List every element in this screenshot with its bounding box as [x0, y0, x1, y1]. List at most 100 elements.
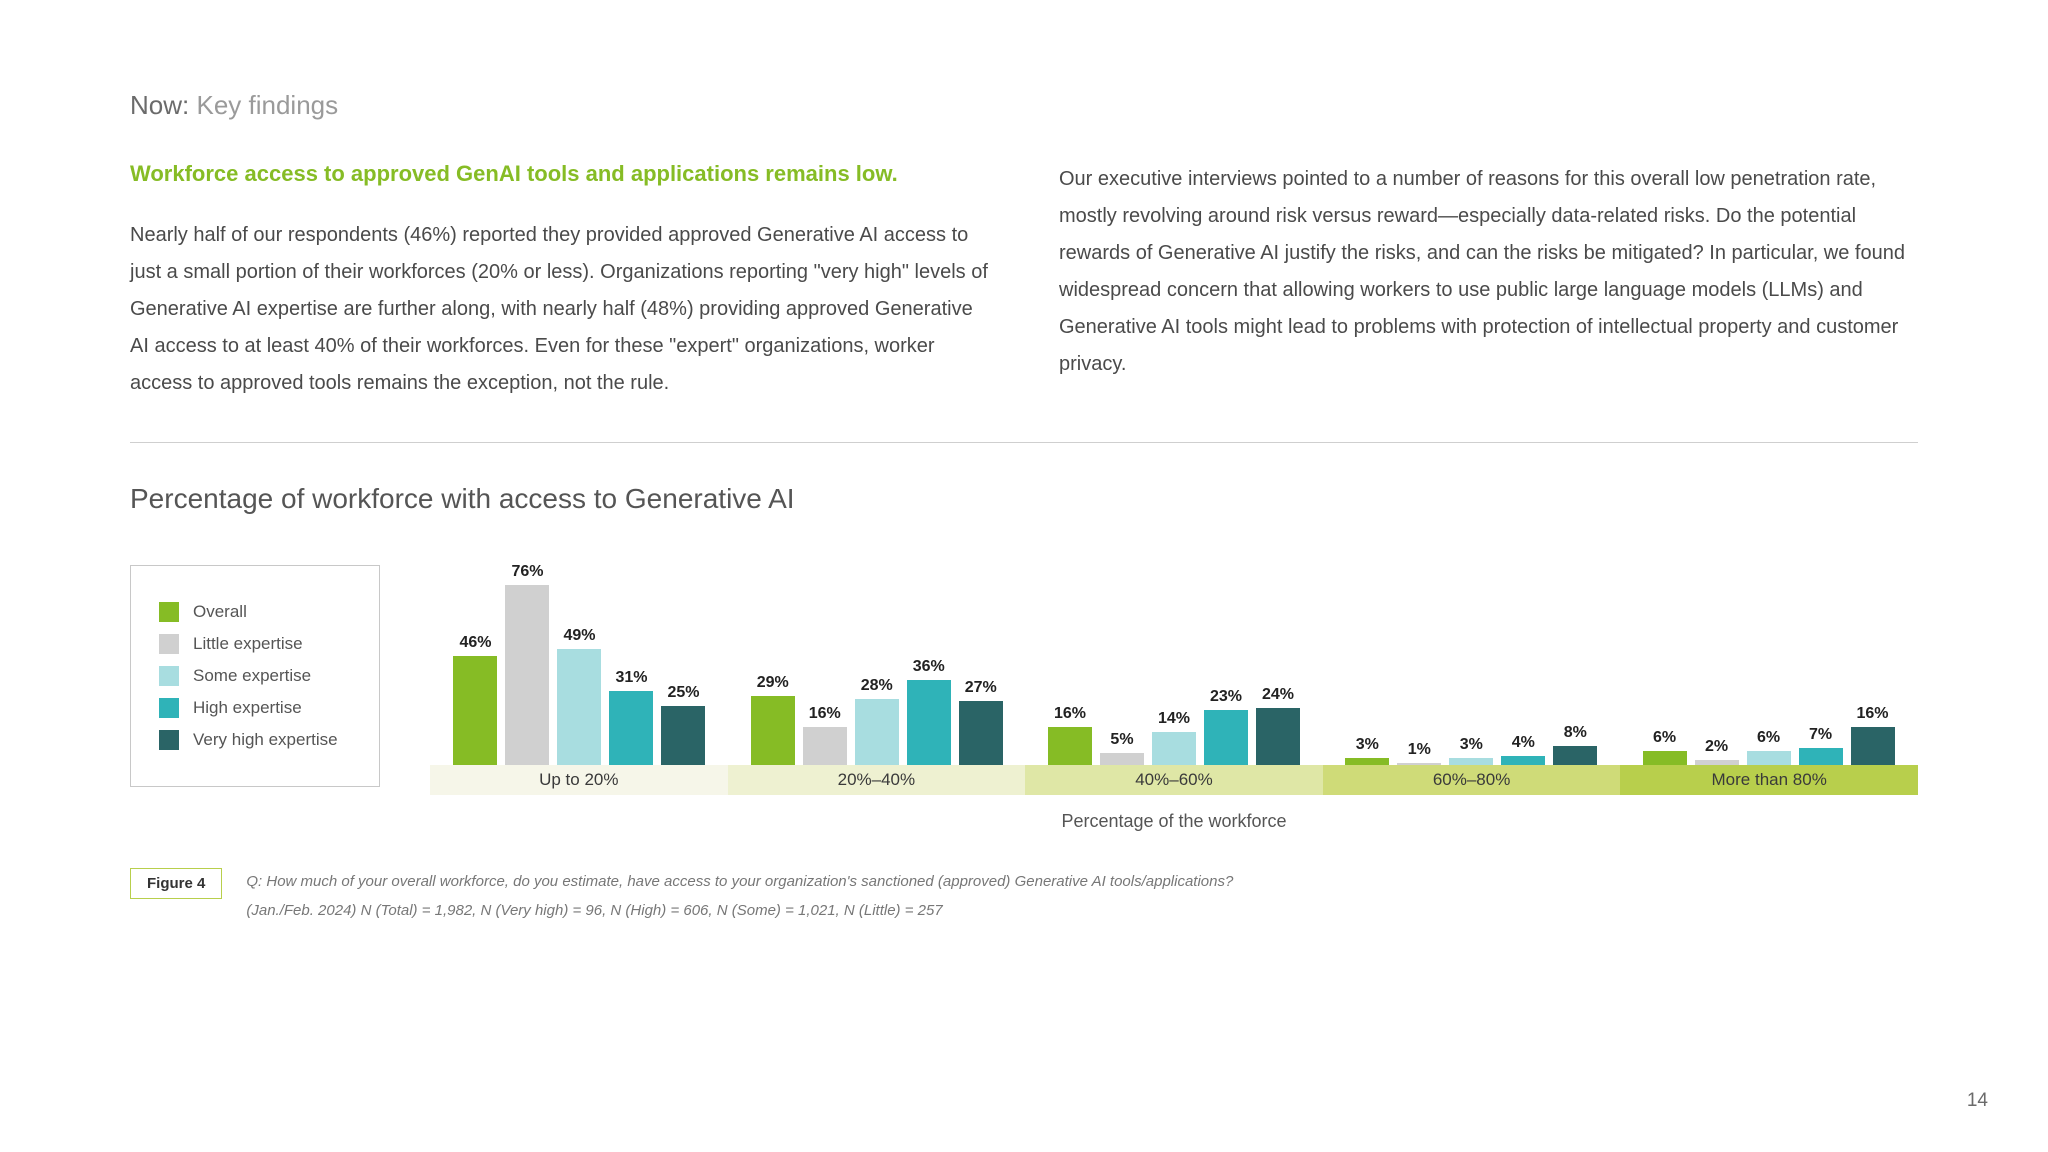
bar-column: 16%: [1851, 705, 1895, 765]
bar-column: 14%: [1152, 710, 1196, 765]
bar: [803, 727, 847, 765]
bar-column: 16%: [803, 705, 847, 765]
bar-value-label: 3%: [1460, 736, 1483, 754]
headline: Workforce access to approved GenAI tools…: [130, 161, 989, 187]
bar-value-label: 16%: [1054, 705, 1086, 723]
bar-value-label: 7%: [1809, 726, 1832, 744]
bar-value-label: 31%: [615, 669, 647, 687]
bar-value-label: 49%: [563, 627, 595, 645]
figure-badge: Figure 4: [130, 868, 222, 899]
bar-column: 28%: [855, 677, 899, 766]
bar-value-label: 4%: [1512, 734, 1535, 752]
bar-value-label: 46%: [459, 634, 491, 652]
bar-group: 46% 76% 49% 31% 25%: [440, 563, 719, 766]
bar-value-label: 5%: [1110, 731, 1133, 749]
legend-swatch: [159, 602, 179, 622]
bar-column: 23%: [1204, 688, 1248, 765]
legend-label: Some expertise: [193, 666, 311, 686]
bar-column: 6%: [1643, 729, 1687, 765]
bar-column: 2%: [1695, 738, 1739, 765]
bar: [1553, 746, 1597, 765]
divider: [130, 442, 1918, 443]
bar: [1152, 732, 1196, 765]
bar-column: 76%: [505, 563, 549, 766]
x-axis-strip: Up to 20%20%–40%40%–60%60%–80%More than …: [430, 765, 1918, 795]
bar: [1643, 751, 1687, 765]
bar-column: 16%: [1048, 705, 1092, 765]
bar: [1851, 727, 1895, 765]
bar-column: 7%: [1799, 726, 1843, 765]
x-axis-category: More than 80%: [1620, 765, 1918, 795]
bar-group: 16% 5% 14% 23% 24%: [1035, 686, 1314, 765]
x-axis-category: Up to 20%: [430, 765, 728, 795]
bar-column: 27%: [959, 679, 1003, 765]
legend-item: High expertise: [159, 698, 351, 718]
bar-value-label: 8%: [1564, 724, 1587, 742]
bar: [855, 699, 899, 766]
bar-value-label: 29%: [757, 674, 789, 692]
bar-chart: 46% 76% 49% 31% 25% 29% 16% 28% 36% 27% 16% 5% 14% 23…: [430, 555, 1918, 832]
bar-value-label: 27%: [965, 679, 997, 697]
bar: [1204, 710, 1248, 765]
legend-item: Some expertise: [159, 666, 351, 686]
bar-value-label: 24%: [1262, 686, 1294, 704]
breadcrumb-rest: Key findings: [189, 90, 338, 120]
bar: [453, 656, 497, 765]
legend-label: Little expertise: [193, 634, 303, 654]
x-axis-category: 60%–80%: [1323, 765, 1621, 795]
left-body-text: Nearly half of our respondents (46%) rep…: [130, 217, 989, 402]
bar-column: 3%: [1449, 736, 1493, 765]
bar-value-label: 23%: [1210, 688, 1242, 706]
legend-item: Overall: [159, 602, 351, 622]
bar-value-label: 3%: [1356, 736, 1379, 754]
right-body-text: Our executive interviews pointed to a nu…: [1059, 161, 1918, 383]
x-axis-category: 40%–60%: [1025, 765, 1323, 795]
x-axis-title: Percentage of the workforce: [430, 811, 1918, 832]
bar: [1256, 708, 1300, 765]
bar-value-label: 6%: [1653, 729, 1676, 747]
bar-column: 25%: [661, 684, 705, 765]
bar: [1345, 758, 1389, 765]
bar-value-label: 25%: [667, 684, 699, 702]
bar-column: 1%: [1397, 741, 1441, 765]
bar: [907, 680, 951, 766]
bar: [557, 649, 601, 765]
bar: [1799, 748, 1843, 765]
bar-value-label: 2%: [1705, 738, 1728, 756]
bar-column: 46%: [453, 634, 497, 765]
bar-group: 6% 2% 6% 7% 16%: [1629, 705, 1908, 765]
bar: [959, 701, 1003, 765]
bar-column: 29%: [751, 674, 795, 765]
bar-group: 29% 16% 28% 36% 27%: [737, 658, 1016, 766]
legend-label: Overall: [193, 602, 247, 622]
bar-value-label: 1%: [1408, 741, 1431, 759]
legend-item: Very high expertise: [159, 730, 351, 750]
bar-value-label: 16%: [809, 705, 841, 723]
bar-value-label: 6%: [1757, 729, 1780, 747]
legend-swatch: [159, 730, 179, 750]
footnote: Q: How much of your overall workforce, d…: [246, 868, 1233, 925]
footnote-question: Q: How much of your overall workforce, d…: [246, 868, 1233, 897]
bar: [1747, 751, 1791, 765]
bar: [505, 585, 549, 766]
bar: [661, 706, 705, 765]
bar-column: 6%: [1747, 729, 1791, 765]
bar: [1501, 756, 1545, 766]
chart-title: Percentage of workforce with access to G…: [130, 483, 1918, 515]
x-axis-category: 20%–40%: [728, 765, 1026, 795]
bar-value-label: 36%: [913, 658, 945, 676]
chart-legend: Overall Little expertise Some expertise Hig…: [130, 565, 380, 787]
bar-value-label: 16%: [1857, 705, 1889, 723]
legend-item: Little expertise: [159, 634, 351, 654]
breadcrumb: Now: Key findings: [130, 90, 1918, 121]
bar-value-label: 28%: [861, 677, 893, 695]
bar-column: 8%: [1553, 724, 1597, 765]
legend-label: High expertise: [193, 698, 302, 718]
legend-swatch: [159, 698, 179, 718]
bar-column: 4%: [1501, 734, 1545, 766]
bar-column: 5%: [1100, 731, 1144, 765]
bar-value-label: 14%: [1158, 710, 1190, 728]
bar-value-label: 76%: [511, 563, 543, 581]
bar-column: 49%: [557, 627, 601, 765]
bar: [609, 691, 653, 765]
